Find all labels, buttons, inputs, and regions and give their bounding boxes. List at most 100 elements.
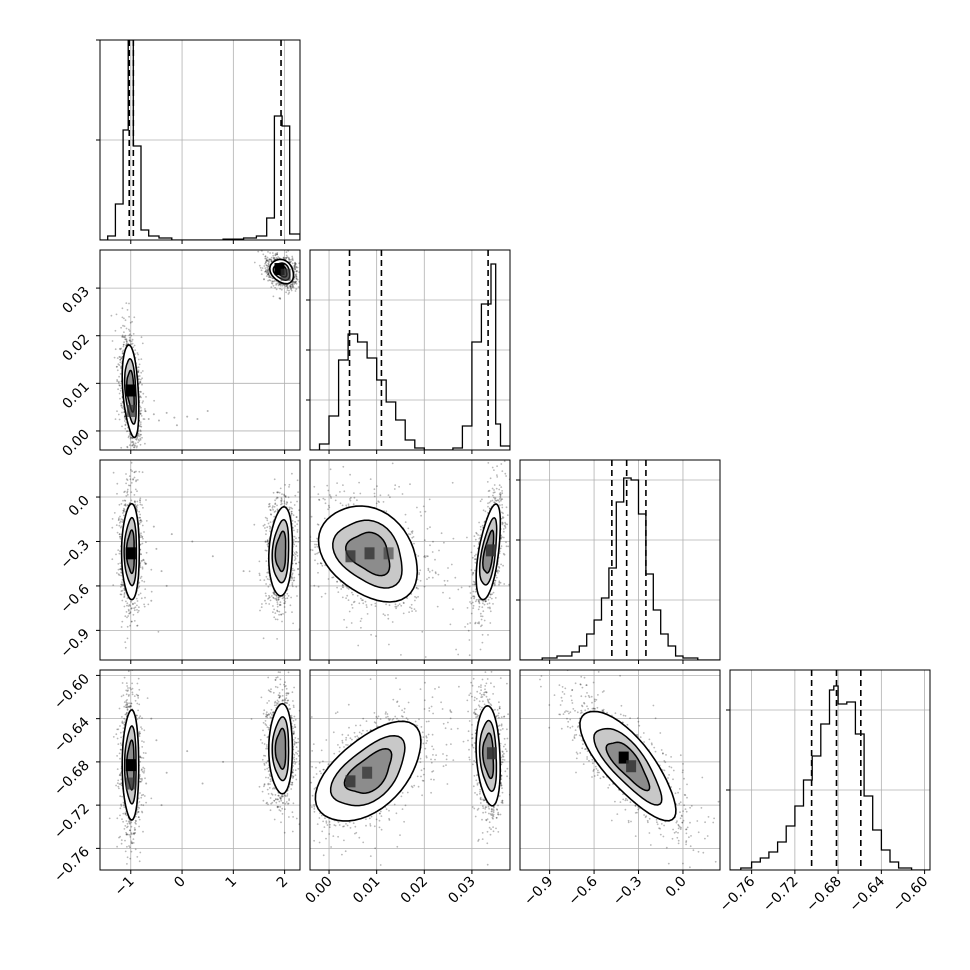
sample-dot [120, 347, 123, 350]
sample-dot [133, 344, 136, 347]
sample-dot [134, 442, 137, 445]
sample-dot [117, 413, 120, 416]
panel-frame [309, 249, 511, 451]
sample-dot [296, 523, 299, 526]
sample-dot [152, 413, 155, 416]
sample-dot [286, 592, 289, 595]
sample-dot [119, 373, 122, 375]
sample-dot [283, 599, 286, 601]
sample-dot [394, 484, 397, 487]
panel-content [100, 40, 300, 240]
sample-dot [280, 499, 282, 502]
sample-dot [270, 282, 273, 284]
sample-dot [116, 531, 119, 534]
sample-dot [125, 495, 128, 497]
sample-dot [297, 286, 300, 288]
sample-dot [423, 539, 426, 542]
sample-dot [115, 366, 118, 368]
sample-dot [263, 278, 265, 280]
sample-dot [145, 499, 147, 501]
sample-dot [140, 336, 143, 339]
sample-dot [134, 438, 137, 440]
sample-dot [289, 285, 292, 288]
sample-dot [400, 604, 403, 607]
sample-dot [271, 595, 273, 597]
sample-dot [277, 596, 280, 599]
sample-dot [264, 257, 267, 260]
sample-dot [132, 603, 134, 606]
sample-dot [264, 261, 267, 263]
sample-dot [304, 283, 306, 285]
sample-dot [120, 626, 123, 628]
sample-dot [294, 263, 297, 266]
sample-dot [290, 501, 292, 504]
sample-dot [121, 334, 124, 337]
sample-dot [118, 503, 121, 506]
sample-dot [356, 594, 359, 597]
sample-dot [449, 623, 452, 626]
sample-dot [115, 524, 118, 526]
sample-dot [270, 259, 273, 262]
sample-dot [139, 519, 142, 521]
sample-dot [267, 263, 270, 266]
sample-dot [139, 425, 142, 428]
sample-dot [288, 508, 291, 510]
sample-dot [292, 554, 295, 556]
sample-dot [283, 606, 286, 608]
sample-dot [294, 281, 297, 284]
sample-dot [277, 284, 280, 287]
sample-dot [134, 500, 136, 502]
sample-dot [122, 324, 124, 327]
sample-dot [385, 510, 388, 513]
sample-dot [121, 432, 123, 434]
sample-dot [268, 502, 271, 505]
panel-frame [99, 39, 301, 241]
sample-dot [266, 260, 269, 262]
sample-dot [266, 273, 269, 276]
sample-dot [265, 275, 268, 277]
sample-dot [137, 441, 140, 444]
density-peak-cell [280, 268, 291, 281]
sample-dot [112, 584, 115, 586]
sample-dot [196, 418, 199, 421]
sample-dot [140, 378, 142, 381]
sample-dot [414, 599, 416, 602]
sample-dot [138, 581, 141, 584]
sample-dot [294, 521, 296, 523]
sample-dot [128, 603, 131, 606]
sample-dot [346, 594, 349, 597]
sample-dot [352, 593, 354, 596]
sample-dot [119, 384, 121, 387]
sample-dot [428, 571, 431, 573]
sample-dot [275, 497, 278, 500]
sample-dot [286, 287, 289, 290]
sample-dot [142, 392, 145, 395]
sample-dot [285, 256, 288, 259]
sample-dot [288, 506, 291, 509]
sample-dot [141, 567, 144, 570]
sample-dot [273, 593, 276, 596]
sample-dot [258, 264, 261, 267]
sample-dot [331, 576, 334, 579]
sample-dot [128, 330, 131, 332]
sample-dot [124, 423, 127, 426]
sample-dot [140, 575, 143, 578]
sample-dot [128, 612, 131, 615]
sample-dot [119, 358, 122, 361]
sample-dot [138, 375, 141, 377]
sample-dot [262, 637, 265, 640]
sample-dot [272, 596, 275, 599]
sample-dot [295, 266, 297, 269]
sample-dot [291, 507, 294, 510]
sample-dot [127, 484, 130, 487]
sample-dot [265, 583, 267, 585]
sample-dot [293, 265, 296, 268]
sample-dot [139, 443, 142, 446]
sample-dot [138, 465, 140, 467]
sample-dot [287, 496, 290, 499]
sample-dot [298, 536, 300, 539]
sample-dot [294, 261, 296, 264]
sample-dot [125, 338, 128, 341]
sample-dot [139, 519, 141, 522]
sample-dot [116, 369, 119, 372]
